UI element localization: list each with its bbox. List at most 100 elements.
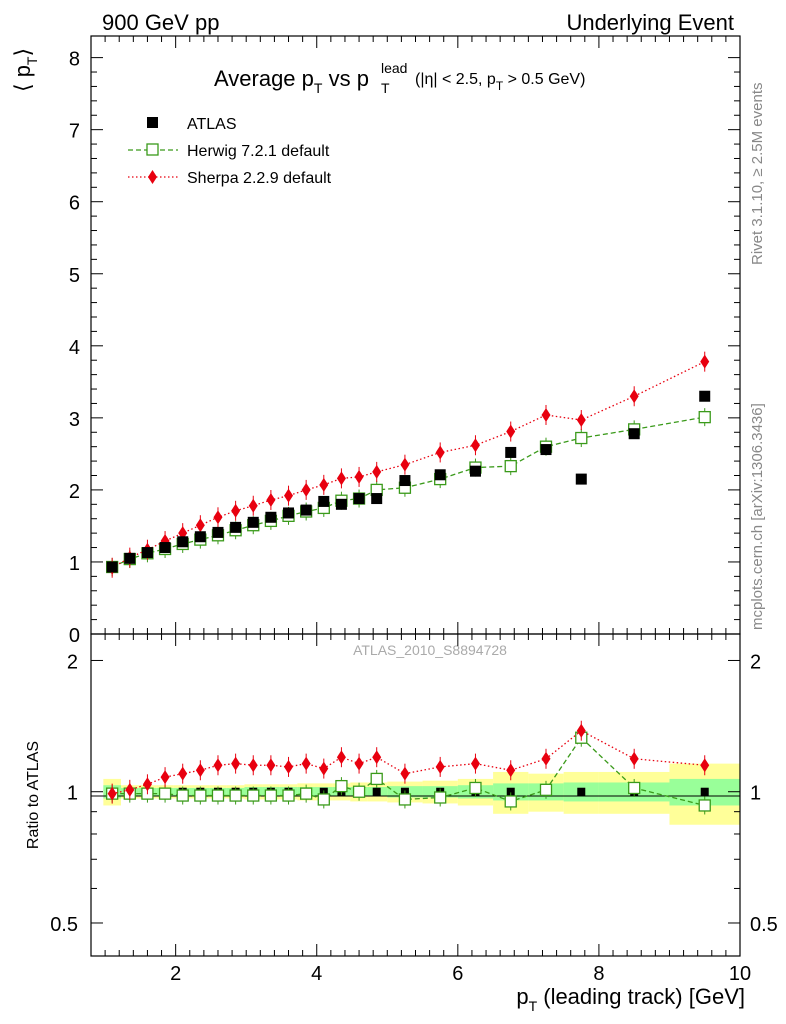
main-atlas-point <box>247 516 259 528</box>
ratio-sherpa-point <box>629 751 639 766</box>
main-sherpa-point <box>301 482 311 497</box>
ratio-herwig-point <box>434 791 447 804</box>
main-atlas-point <box>141 547 153 559</box>
legend-entry-herwig: Herwig 7.2.1 default <box>128 143 330 160</box>
main-sherpa-point <box>319 477 329 492</box>
ratio-y-tick-label-right: 1 <box>750 783 761 805</box>
ratio-atlas-point <box>700 787 709 796</box>
ratio-herwig-point <box>370 772 383 786</box>
x-axis-label: pT (leading track) [GeV] <box>516 984 745 1014</box>
main-atlas-point <box>699 390 711 402</box>
main-sherpa-point <box>400 457 410 472</box>
y-tick-label: 7 <box>69 121 80 143</box>
main-sherpa-point <box>470 438 480 453</box>
ratio-sherpa-point <box>506 763 516 778</box>
main-atlas-point <box>124 552 136 564</box>
x-tick-label: 6 <box>452 963 463 985</box>
ratio-y-tick-label-right: 2 <box>750 651 761 673</box>
main-atlas-point <box>212 526 224 538</box>
legend-label-atlas: ATLAS <box>187 116 237 133</box>
main-atlas-point <box>335 498 347 510</box>
legend-marker-sherpa <box>148 170 157 184</box>
main-atlas-point <box>353 493 365 505</box>
main-title-sup: lead <box>381 60 407 76</box>
main-atlas-point <box>399 475 411 487</box>
main-sherpa-point <box>541 407 551 422</box>
ratio-herwig-point <box>282 789 295 802</box>
ratio-sherpa-point <box>178 766 188 781</box>
ratio-atlas-point <box>372 787 381 796</box>
y-tick-label: 4 <box>69 337 80 359</box>
ratio-herwig-point <box>352 785 366 798</box>
main-atlas-point <box>159 542 171 554</box>
main-atlas-point <box>371 493 383 505</box>
ratio-sherpa-point <box>700 758 710 773</box>
legend: ATLAS Herwig 7.2.1 default Sherpa 2.2.9 … <box>128 116 332 187</box>
ratio-sherpa-point <box>470 756 480 771</box>
ratio-sherpa-point <box>160 770 170 785</box>
main-atlas-point <box>434 469 446 481</box>
ratio-herwig-point <box>335 779 348 793</box>
ratio-sherpa-point <box>142 777 152 792</box>
x-tick-label: 4 <box>311 963 322 985</box>
main-title: Average pT vs p <box>214 66 369 96</box>
main-panel: 0 1 2 3 4 5 6 7 8 ATLAS_2010_S8894728 Average pT… <box>10 35 741 658</box>
main-sherpa-point <box>576 413 586 428</box>
y-tick-label: 6 <box>69 193 80 215</box>
main-sherpa-point <box>435 445 445 460</box>
y-tick-label: 8 <box>69 49 80 71</box>
main-sherpa-point <box>336 471 346 486</box>
ratio-sherpa-line <box>112 729 705 795</box>
ratio-herwig-point <box>469 781 482 795</box>
y-tick-label: 0 <box>69 625 80 647</box>
main-atlas-point <box>283 507 295 519</box>
x-tick-label: 2 <box>170 963 181 985</box>
legend-marker-herwig <box>146 143 159 156</box>
main-sherpa-point <box>231 503 241 518</box>
main-herwig-point <box>504 459 517 473</box>
main-sherpa-point <box>354 469 364 484</box>
main-atlas-point <box>575 473 587 485</box>
ratio-sherpa-point <box>354 756 364 771</box>
ratio-atlas-point <box>577 787 586 796</box>
ratio-y-tick-label: 0.5 <box>50 914 78 936</box>
ratio-sherpa-point <box>541 751 551 766</box>
main-atlas-point <box>540 444 552 456</box>
ratio-herwig-point <box>176 789 189 802</box>
mcplots-label: mcplots.cern.ch [arXiv:1306.3436] <box>749 403 766 630</box>
ratio-sherpa-point <box>213 758 223 773</box>
ratio-herwig-point <box>158 787 172 800</box>
ratio-herwig-point <box>504 795 517 808</box>
analysis-watermark: ATLAS_2010_S8894728 <box>353 642 507 658</box>
ratio-herwig-point <box>628 781 641 795</box>
ratio-herwig-point <box>247 789 260 802</box>
ratio-sherpa-point <box>231 756 241 771</box>
legend-label-sherpa: Sherpa 2.2.9 default <box>187 170 332 187</box>
ratio-sherpa-point <box>107 786 117 801</box>
ratio-ylabel: Ratio to ATLAS <box>25 741 42 849</box>
main-atlas-point <box>177 536 189 548</box>
ratio-herwig-point <box>194 789 207 802</box>
ratio-panel: 0.5 0.5 1 1 2 2 2 4 6 8 10 Ratio to ATLAS pT (lead… <box>25 633 778 1014</box>
main-atlas-point <box>469 465 481 477</box>
legend-entry-sherpa: Sherpa 2.2.9 default <box>128 170 332 187</box>
ratio-sherpa-point <box>301 756 311 771</box>
ratio-sherpa-point <box>400 766 410 781</box>
main-sherpa-point <box>372 464 382 479</box>
ratio-herwig-point <box>300 787 313 800</box>
x-tick-label: 8 <box>593 963 604 985</box>
main-herwig-point <box>698 410 711 424</box>
main-ylabel: ⟨ pT⟩ <box>10 48 40 92</box>
main-atlas-point <box>194 531 206 543</box>
x-tick-label: 10 <box>729 963 751 985</box>
ratio-herwig-point <box>317 793 330 806</box>
main-sherpa-point <box>629 389 639 404</box>
rivet-label: Rivet 3.1.10, ≥ 2.5M events <box>749 83 766 266</box>
ratio-herwig-point <box>698 799 711 812</box>
ratio-y-tick-label-right: 0.5 <box>750 914 778 936</box>
main-sherpa-point <box>284 488 294 503</box>
main-sherpa-point <box>506 424 516 439</box>
ratio-herwig-point <box>539 783 553 796</box>
header-right: Underlying Event <box>566 10 734 35</box>
